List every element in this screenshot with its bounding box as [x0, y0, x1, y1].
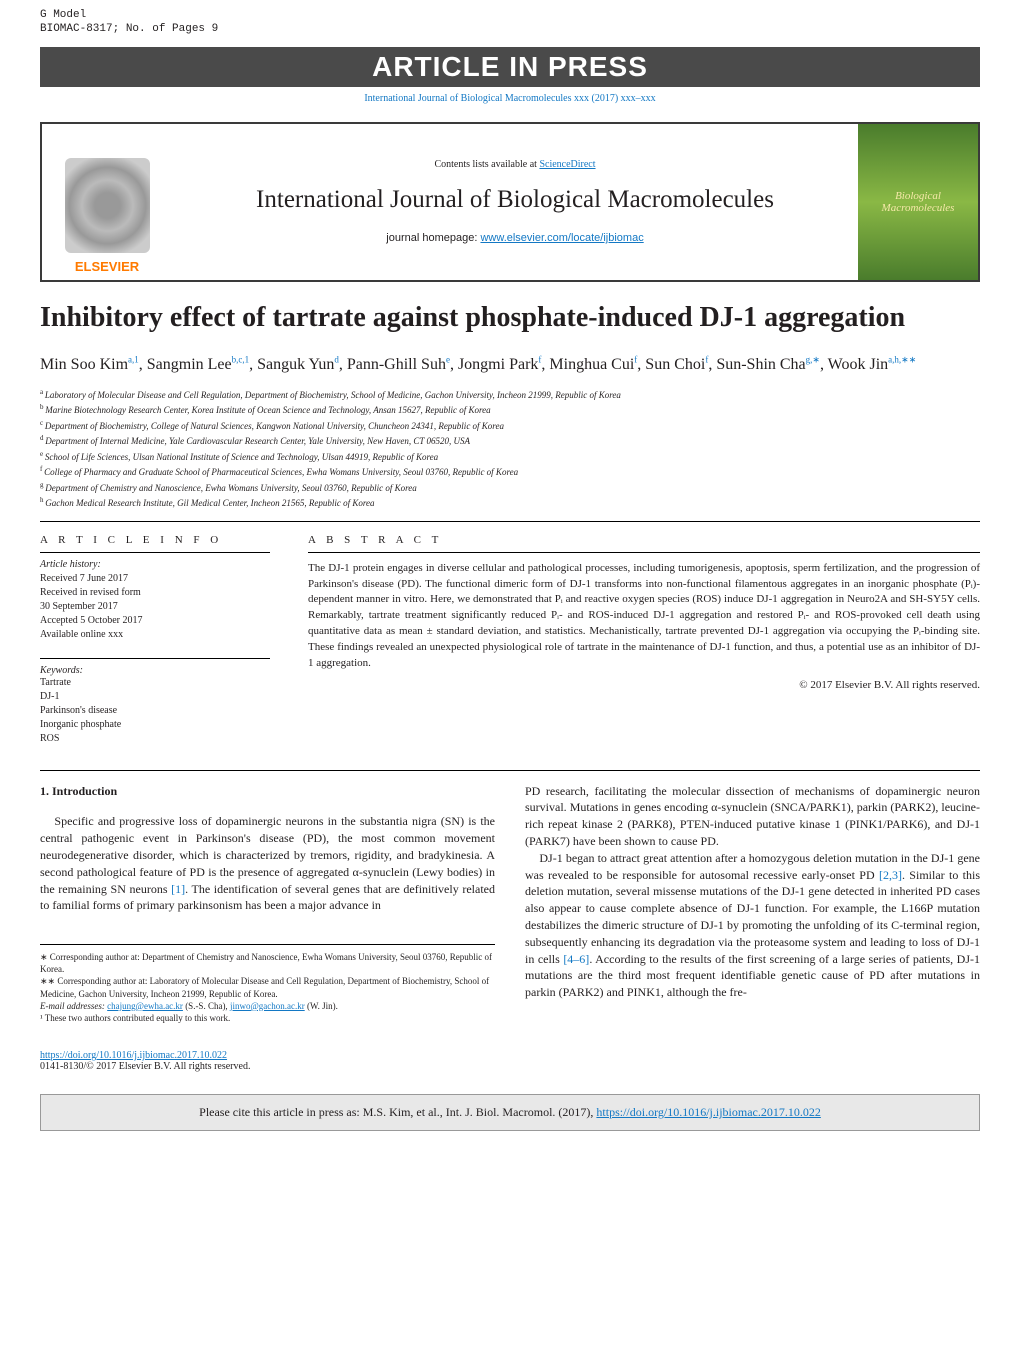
keyword-item: ROS [40, 732, 270, 746]
article-in-press-banner: ARTICLE IN PRESS [40, 47, 980, 87]
keyword-item: DJ-1 [40, 690, 270, 704]
cover-text: Biological Macromolecules [858, 190, 978, 214]
ref-link[interactable]: [2,3] [879, 868, 902, 882]
intro-p3: DJ-1 began to attract great attention af… [525, 850, 980, 1001]
divider [40, 521, 980, 522]
ref-link[interactable]: [1] [171, 882, 185, 896]
journal-cover-image: Biological Macromolecules [858, 124, 978, 280]
intro-heading: 1. Introduction [40, 783, 495, 800]
keyword-item: Inorganic phosphate [40, 718, 270, 732]
journal-homepage-line: journal homepage: www.elsevier.com/locat… [386, 232, 643, 244]
footer-doi-link[interactable]: https://doi.org/10.1016/j.ijbiomac.2017.… [596, 1105, 820, 1119]
biomac-label: BIOMAC-8317; No. of Pages 9 [40, 22, 218, 36]
article-info-heading: A R T I C L E I N F O [40, 534, 270, 553]
intro-p1: Specific and progressive loss of dopamin… [40, 813, 495, 914]
abstract-text: The DJ-1 protein engages in diverse cell… [308, 561, 980, 673]
email-link-1[interactable]: chajung@ewha.ac.kr [107, 1001, 183, 1011]
footnotes-block: ∗ Corresponding author at: Department of… [40, 944, 495, 1024]
sd-prefix: Contents lists available at [434, 159, 539, 170]
history-line: Received in revised form [40, 586, 270, 600]
affiliations-block: a Laboratory of Molecular Disease and Ce… [0, 387, 1020, 511]
email-line: E-mail addresses: chajung@ewha.ac.kr (S.… [40, 1000, 495, 1012]
top-cite-line[interactable]: International Journal of Biological Macr… [0, 93, 1020, 104]
email-link-2[interactable]: jinwo@gachon.ac.kr [230, 1001, 305, 1011]
sciencedirect-link[interactable]: ScienceDirect [539, 159, 595, 170]
body-column-right: PD research, facilitating the molecular … [525, 783, 980, 1024]
keyword-item: Tartrate [40, 676, 270, 690]
issn-line: 0141-8130/© 2017 Elsevier B.V. All right… [40, 1061, 250, 1072]
keyword-item: Parkinson's disease [40, 704, 270, 718]
elsevier-tree-icon [65, 158, 150, 253]
intro-p2: PD research, facilitating the molecular … [525, 783, 980, 850]
corr-author-2: ∗∗ Corresponding author at: Laboratory o… [40, 975, 495, 999]
journal-masthead: ELSEVIER Contents lists available at Sci… [40, 122, 980, 282]
abstract-column: A B S T R A C T The DJ-1 protein engages… [308, 534, 980, 746]
elsevier-word: ELSEVIER [75, 259, 139, 274]
g-model-label: G Model [40, 8, 218, 22]
ref-link[interactable]: [4–6] [563, 952, 589, 966]
journal-homepage-link[interactable]: www.elsevier.com/locate/ijbiomac [480, 232, 643, 244]
abstract-heading: A B S T R A C T [308, 534, 980, 553]
banner-text: ARTICLE IN PRESS [372, 51, 648, 82]
history-line: 30 September 2017 [40, 600, 270, 614]
doi-block: https://doi.org/10.1016/j.ijbiomac.2017.… [0, 1050, 1020, 1072]
history-line: Received 7 June 2017 [40, 572, 270, 586]
copyright-line: © 2017 Elsevier B.V. All rights reserved… [308, 678, 980, 694]
cite-footer-box: Please cite this article in press as: M.… [40, 1094, 980, 1131]
article-title: Inhibitory effect of tartrate against ph… [0, 300, 1020, 335]
sciencedirect-line: Contents lists available at ScienceDirec… [434, 159, 595, 170]
keywords-heading: Keywords: [40, 658, 270, 676]
history-heading: Article history: [40, 559, 270, 570]
footer-prefix: Please cite this article in press as: M.… [199, 1105, 596, 1119]
body-column-left: 1. Introduction Specific and progressive… [40, 783, 495, 1024]
elsevier-logo-block: ELSEVIER [42, 124, 172, 280]
doi-link[interactable]: https://doi.org/10.1016/j.ijbiomac.2017.… [40, 1050, 227, 1061]
article-info-column: A R T I C L E I N F O Article history: R… [40, 534, 270, 746]
hp-prefix: journal homepage: [386, 232, 480, 244]
history-line: Available online xxx [40, 628, 270, 642]
corr-author-1: ∗ Corresponding author at: Department of… [40, 951, 495, 975]
authors-block: Min Soo Kima,1, Sangmin Leeb,c,1, Sanguk… [0, 353, 1020, 377]
journal-title: International Journal of Biological Macr… [256, 186, 774, 214]
history-line: Accepted 5 October 2017 [40, 614, 270, 628]
divider [40, 770, 980, 771]
equal-contrib: ¹ These two authors contributed equally … [40, 1012, 495, 1024]
